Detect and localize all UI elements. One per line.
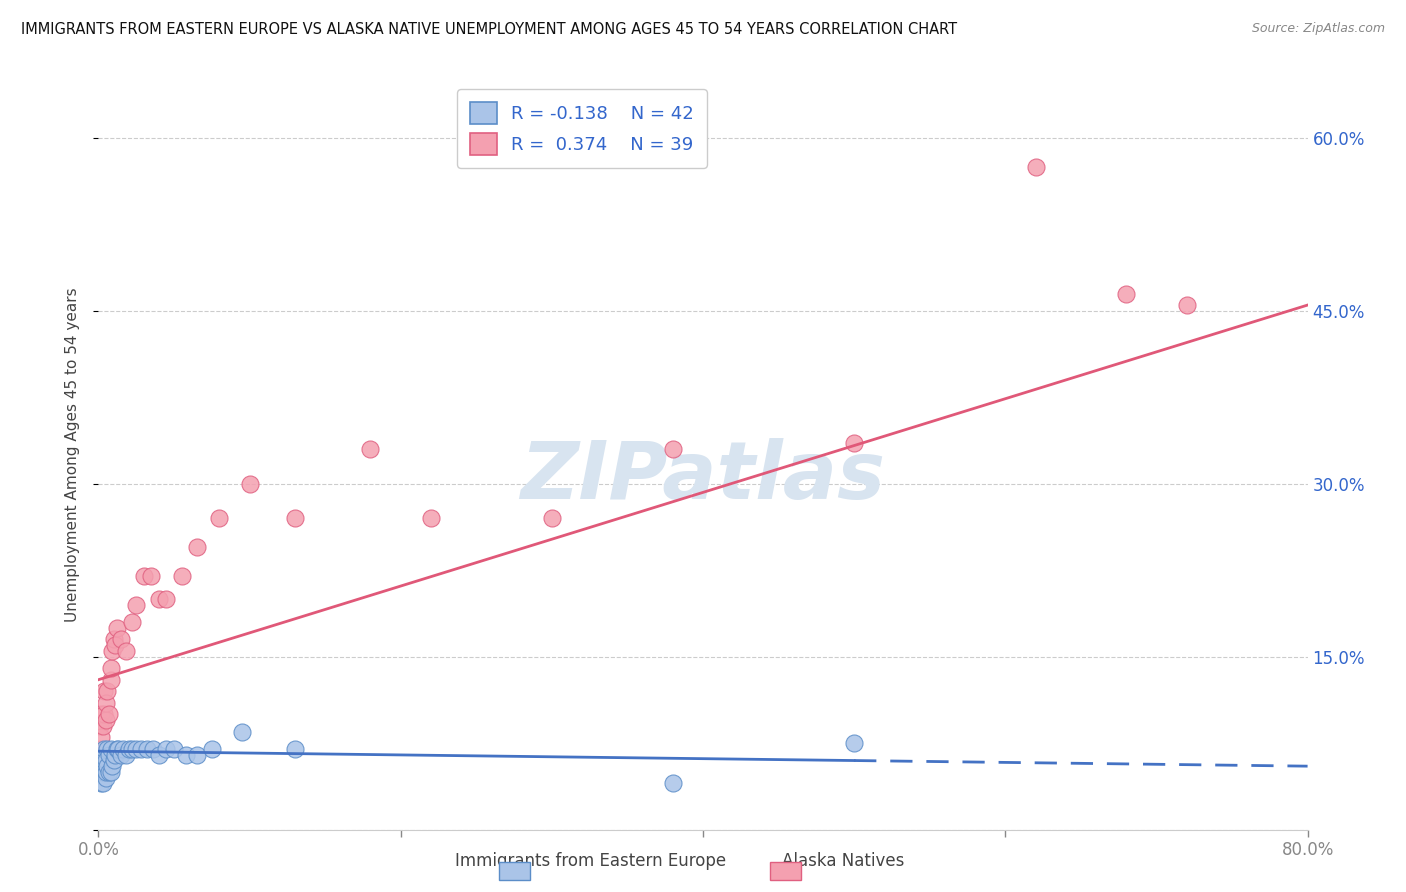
Point <box>1024 160 1046 174</box>
Point <box>101 644 124 658</box>
Point <box>170 569 193 583</box>
Point <box>91 747 114 762</box>
Point <box>540 511 562 525</box>
Point <box>94 696 117 710</box>
Point <box>91 753 114 767</box>
Point <box>1175 298 1198 312</box>
Point <box>98 764 121 779</box>
Point <box>90 707 112 722</box>
Point <box>141 569 163 583</box>
Point <box>844 736 866 750</box>
Point <box>186 540 208 554</box>
Point <box>96 742 118 756</box>
Point <box>121 742 143 756</box>
Point <box>90 759 112 773</box>
Point <box>148 747 170 762</box>
Point <box>93 742 115 756</box>
Point <box>98 707 121 722</box>
Point <box>96 684 118 698</box>
Point <box>100 661 122 675</box>
Point <box>103 753 125 767</box>
Point <box>100 764 122 779</box>
Point <box>148 592 170 607</box>
Point <box>284 742 307 756</box>
Text: Source: ZipAtlas.com: Source: ZipAtlas.com <box>1251 22 1385 36</box>
Point <box>174 747 197 762</box>
Point <box>661 442 683 457</box>
Point <box>155 742 177 756</box>
Point <box>129 742 152 756</box>
Point <box>105 621 128 635</box>
Point <box>284 511 307 525</box>
Point <box>91 764 114 779</box>
Point <box>89 764 111 779</box>
Point <box>94 764 117 779</box>
Point <box>94 713 117 727</box>
Point <box>118 742 141 756</box>
Point <box>91 776 114 790</box>
Point <box>239 476 262 491</box>
Point <box>91 719 114 733</box>
Point <box>100 742 122 756</box>
Point <box>98 747 121 762</box>
Point <box>201 742 224 756</box>
Point <box>107 742 129 756</box>
Legend: R = -0.138    N = 42, R =  0.374    N = 39: R = -0.138 N = 42, R = 0.374 N = 39 <box>457 89 707 168</box>
Point <box>90 731 112 745</box>
Point <box>104 747 127 762</box>
Point <box>94 753 117 767</box>
Point <box>155 592 177 607</box>
Point <box>208 511 231 525</box>
Point <box>89 719 111 733</box>
Point <box>186 747 208 762</box>
Text: Immigrants from Eastern Europe: Immigrants from Eastern Europe <box>456 852 725 870</box>
Point <box>93 764 115 779</box>
Point <box>231 724 253 739</box>
Point <box>105 742 128 756</box>
Point <box>104 638 127 652</box>
Point <box>142 742 165 756</box>
Point <box>360 442 382 457</box>
Point <box>110 747 132 762</box>
Point <box>135 742 157 756</box>
Point <box>844 436 866 450</box>
Point <box>100 673 122 687</box>
Point <box>93 684 115 698</box>
Point <box>94 771 117 785</box>
Point <box>96 759 118 773</box>
Text: IMMIGRANTS FROM EASTERN EUROPE VS ALASKA NATIVE UNEMPLOYMENT AMONG AGES 45 TO 54: IMMIGRANTS FROM EASTERN EUROPE VS ALASKA… <box>21 22 957 37</box>
Point <box>89 742 111 756</box>
Point <box>420 511 443 525</box>
Text: Alaska Natives: Alaska Natives <box>782 852 905 870</box>
Text: ZIPatlas: ZIPatlas <box>520 438 886 516</box>
Y-axis label: Unemployment Among Ages 45 to 54 years: Unemployment Among Ages 45 to 54 years <box>65 287 80 623</box>
Point <box>125 742 148 756</box>
Point <box>163 742 186 756</box>
Point <box>114 747 136 762</box>
Point <box>101 759 124 773</box>
Point <box>89 753 111 767</box>
Point <box>103 632 125 647</box>
Point <box>661 776 683 790</box>
Point <box>121 615 143 629</box>
Point <box>1115 286 1137 301</box>
Point <box>110 632 132 647</box>
Point <box>111 742 134 756</box>
Point <box>114 644 136 658</box>
Point <box>90 776 112 790</box>
Point <box>125 598 148 612</box>
Point <box>93 707 115 722</box>
Point <box>132 569 155 583</box>
